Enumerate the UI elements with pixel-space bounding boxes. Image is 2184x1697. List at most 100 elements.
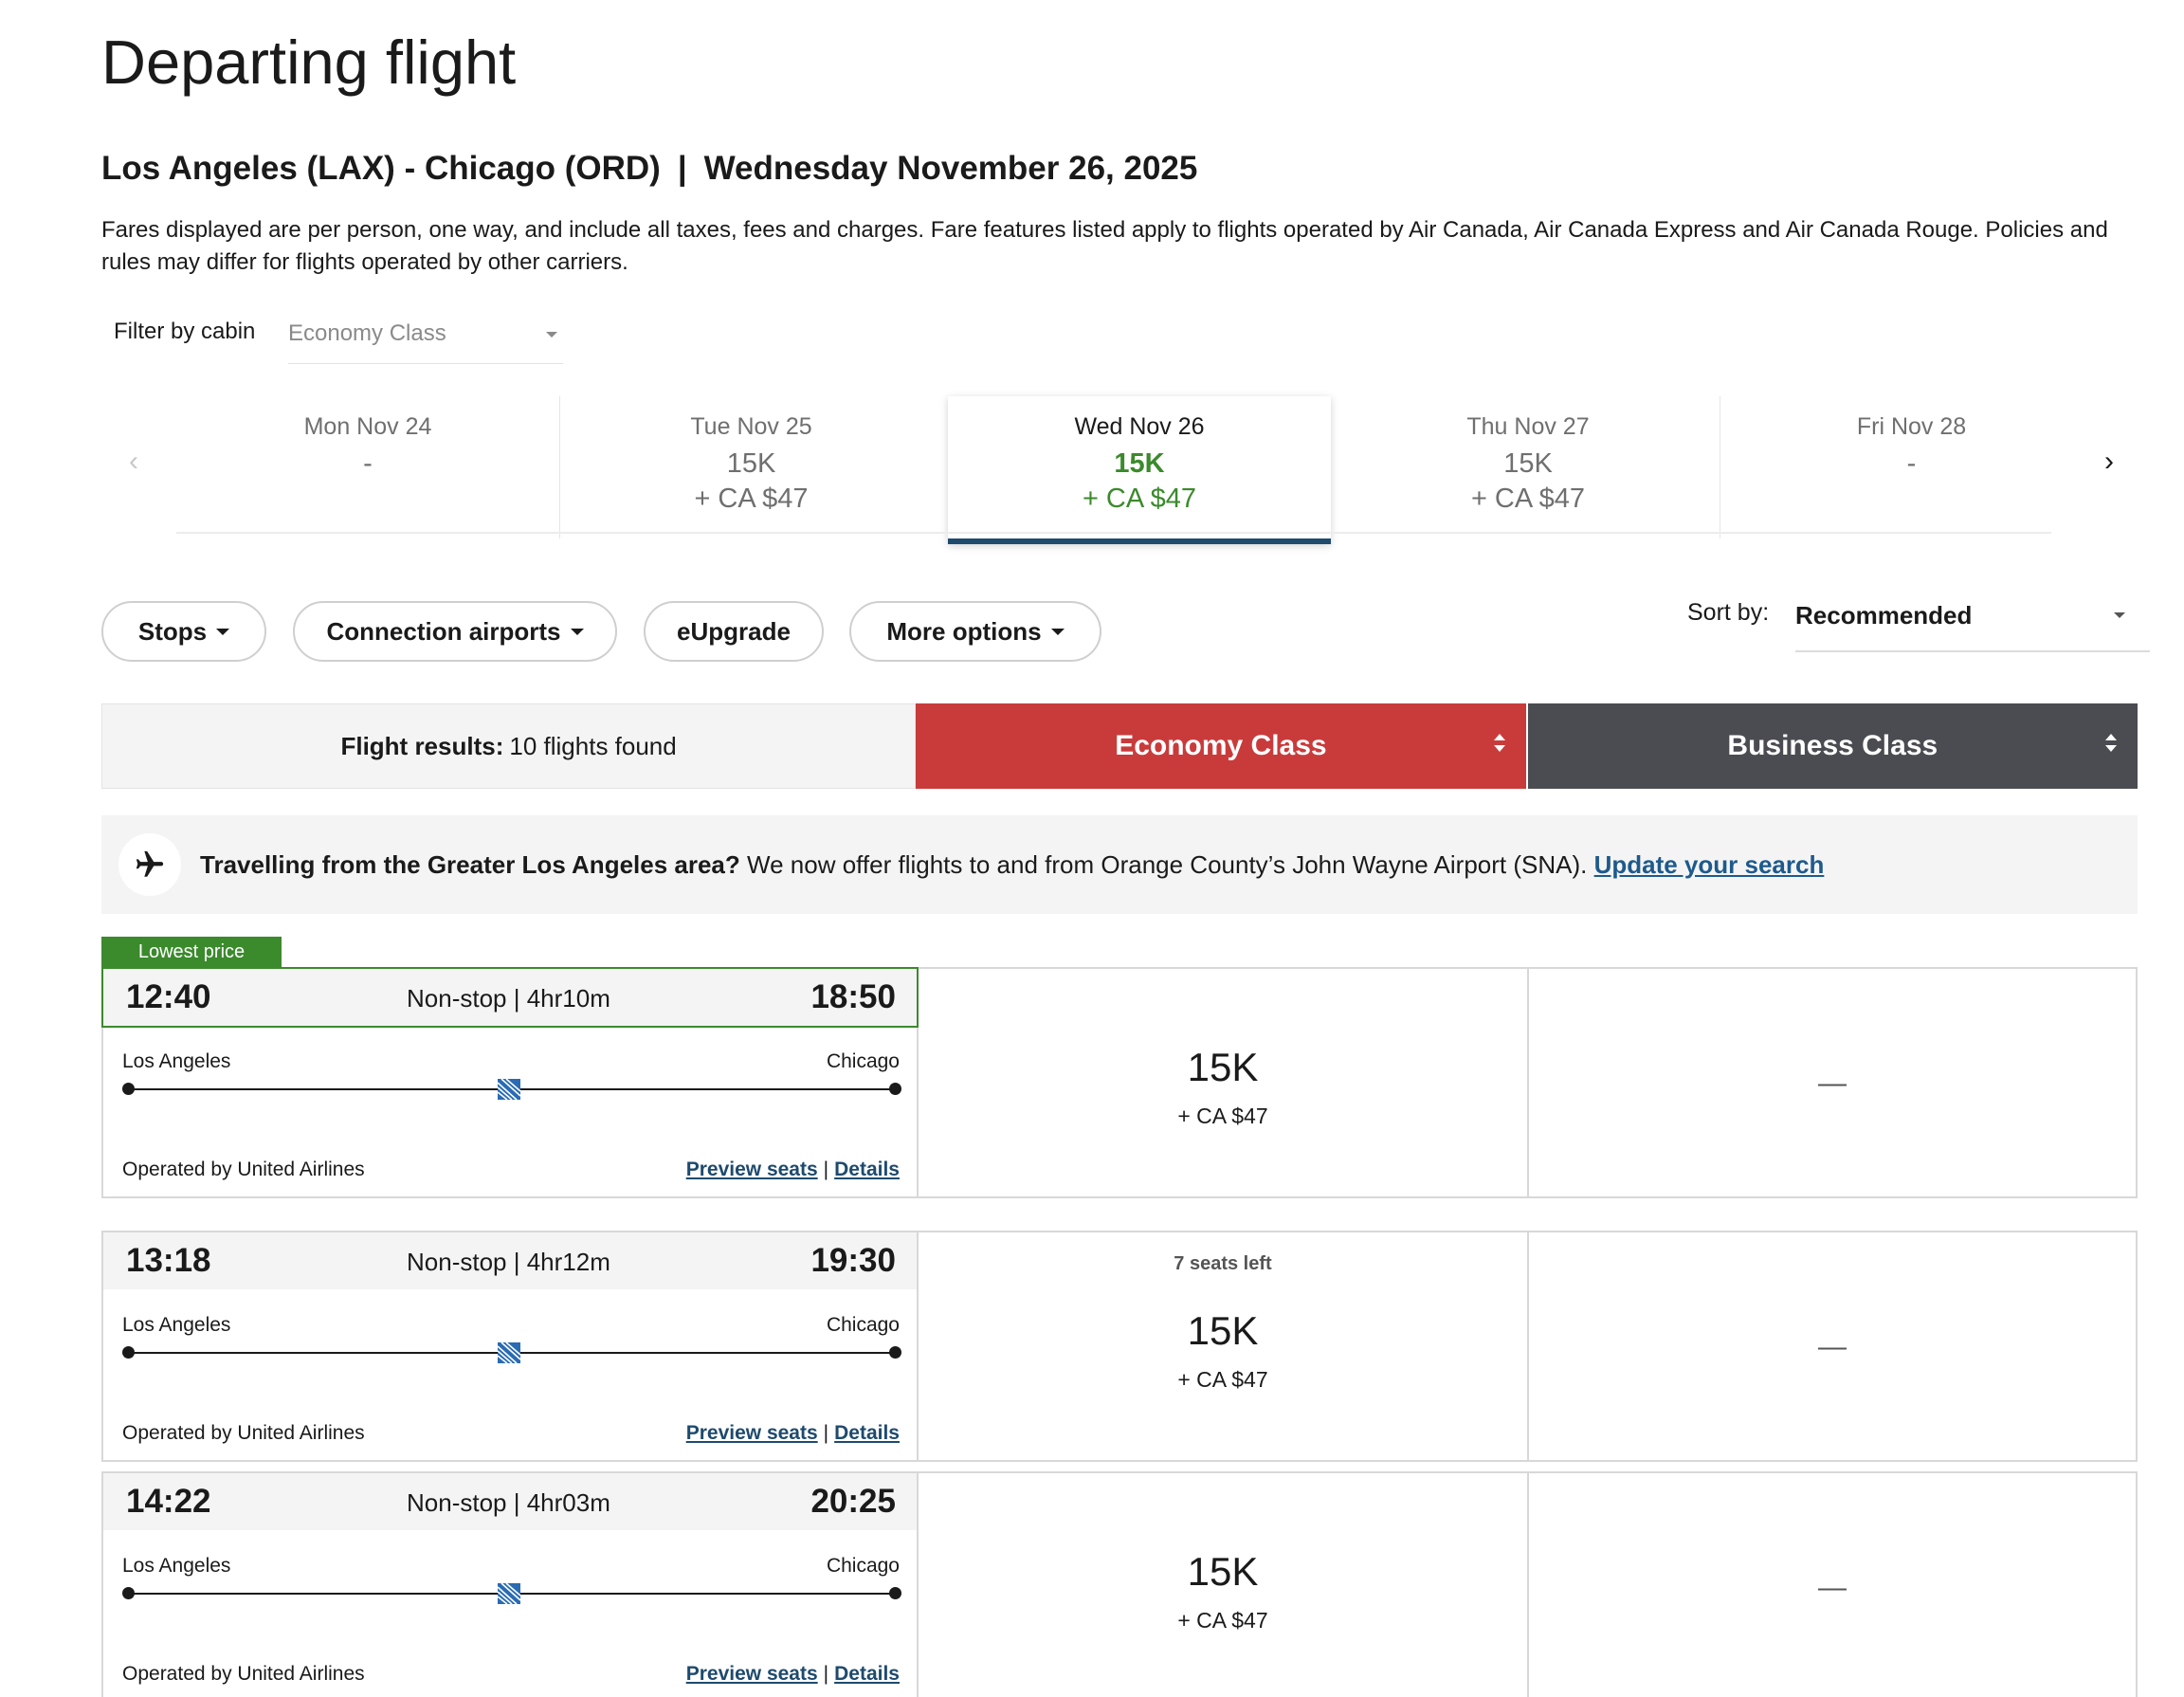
more-options-button[interactable]: More options	[849, 601, 1101, 662]
chevron-right-icon[interactable]: ›	[2104, 446, 2114, 477]
economy-points: 15K	[1187, 1045, 1259, 1089]
economy-class-header[interactable]: Economy Class	[916, 703, 1526, 789]
lowest-price-badge: Lowest price	[101, 937, 282, 967]
date-selector: ‹ Mon Nov 24 - Tue Nov 25 15K + CA $47 W…	[114, 396, 2114, 544]
details-link[interactable]: Details	[834, 1422, 900, 1444]
date-tab-tue-nov-25[interactable]: Tue Nov 25 15K + CA $47	[559, 396, 942, 538]
business-unavailable: —	[1818, 1067, 1847, 1099]
origin-dot	[122, 1083, 135, 1095]
results-count: Flight results: 10 flights found	[101, 703, 917, 789]
date-label: Wed Nov 26	[1074, 413, 1205, 440]
banner-text: Travelling from the Greater Los Angeles …	[200, 850, 1824, 880]
flight-info: 13:18 Non-stop | 4hr12m 19:30 Los Angele…	[103, 1232, 919, 1460]
sort-updown-icon	[2105, 734, 2118, 752]
stops-filter-label: Stops	[137, 616, 208, 646]
flight-links: Preview seats | Details	[685, 1663, 900, 1685]
flight-row[interactable]: 13:18 Non-stop | 4hr12m 19:30 Los Angele…	[101, 1231, 2138, 1462]
eupgrade-filter-button[interactable]: eUpgrade	[644, 601, 824, 662]
date-points: 15K	[726, 448, 776, 479]
date-points: 15K	[1503, 448, 1553, 479]
date-cash: + CA $47	[1470, 484, 1586, 514]
details-link[interactable]: Details	[834, 1663, 900, 1685]
stops-filter-button[interactable]: Stops	[101, 601, 266, 662]
united-airlines-logo-icon	[497, 1078, 521, 1101]
sort-updown-icon	[1493, 734, 1505, 752]
destination-city: Chicago	[826, 1555, 900, 1577]
date-strip-divider	[176, 532, 2051, 534]
date-tab-thu-nov-27[interactable]: Thu Nov 27 15K + CA $47	[1337, 396, 1720, 538]
sna-info-banner: Travelling from the Greater Los Angeles …	[101, 815, 2138, 914]
route-date: Wednesday November 26, 2025	[703, 150, 1198, 187]
sort-select[interactable]: Recommended	[1795, 590, 2150, 652]
business-unavailable: —	[1818, 1572, 1847, 1603]
flight-times-bar: 13:18 Non-stop | 4hr12m 19:30	[103, 1232, 917, 1289]
economy-cash: + CA $47	[1177, 1608, 1268, 1633]
date-label: Mon Nov 24	[303, 413, 432, 440]
flight-row[interactable]: 14:22 Non-stop | 4hr03m 20:25 Los Angele…	[101, 1471, 2138, 1697]
connection-airports-filter-button[interactable]: Connection airports	[293, 601, 617, 662]
route-origin-destination: Los Angeles (LAX) - Chicago (ORD)	[101, 150, 661, 187]
chevron-left-icon[interactable]: ‹	[129, 446, 138, 477]
date-label: Tue Nov 25	[690, 413, 812, 440]
operating-carrier: Operated by United Airlines	[122, 1159, 365, 1180]
economy-points: 15K	[1187, 1308, 1259, 1353]
arrival-time: 20:25	[810, 1483, 896, 1520]
operating-carrier: Operated by United Airlines	[122, 1422, 365, 1444]
caret-down-icon	[2114, 612, 2125, 618]
origin-city: Los Angeles	[122, 1050, 231, 1072]
date-tab-wed-nov-26[interactable]: Wed Nov 26 15K + CA $47	[948, 396, 1331, 544]
business-fare-cell: —	[1529, 969, 2136, 1196]
destination-city: Chicago	[826, 1314, 900, 1336]
flight-links: Preview seats | Details	[685, 1159, 900, 1180]
banner-body-text: We now offer flights to and from Orange …	[747, 849, 1588, 879]
filter-cabin-label: Filter by cabin	[114, 319, 256, 344]
eupgrade-label: eUpgrade	[677, 616, 791, 646]
flight-links: Preview seats | Details	[685, 1422, 900, 1444]
business-unavailable: —	[1818, 1331, 1847, 1362]
caret-down-icon	[216, 628, 230, 635]
route-heading: Los Angeles (LAX) - Chicago (ORD) | Wednes…	[101, 150, 1197, 188]
date-tab-mon-nov-24[interactable]: Mon Nov 24 -	[176, 396, 559, 538]
filter-cabin-value: Economy Class	[288, 320, 446, 346]
date-points: -	[363, 448, 373, 479]
fare-disclaimer: Fares displayed are per person, one way,…	[101, 217, 2108, 275]
origin-city: Los Angeles	[122, 1314, 231, 1336]
preview-seats-link[interactable]: Preview seats	[685, 1663, 818, 1685]
origin-dot	[122, 1587, 135, 1599]
economy-cash: + CA $47	[1177, 1367, 1268, 1392]
origin-city: Los Angeles	[122, 1555, 231, 1577]
business-class-header[interactable]: Business Class	[1527, 703, 2138, 789]
departure-time: 12:40	[126, 978, 211, 1015]
preview-seats-link[interactable]: Preview seats	[685, 1159, 818, 1180]
flight-info: 14:22 Non-stop | 4hr03m 20:25 Los Angele…	[103, 1473, 919, 1697]
business-class-label: Business Class	[1727, 730, 1938, 761]
destination-city: Chicago	[826, 1050, 900, 1072]
arrival-time: 19:30	[810, 1242, 896, 1279]
destination-dot	[889, 1587, 901, 1599]
more-options-label: More options	[886, 616, 1042, 646]
flight-duration: Non-stop | 4hr03m	[407, 1488, 610, 1517]
results-header: Flight results: 10 flights found Economy…	[101, 703, 2138, 789]
flight-duration: Non-stop | 4hr12m	[407, 1248, 610, 1276]
business-fare-cell: —	[1529, 1232, 2136, 1460]
route-separator: |	[677, 150, 687, 187]
update-search-link[interactable]: Update your search	[1593, 849, 1825, 879]
economy-fare-cell[interactable]: 7 seats left 15K + CA $47	[919, 1232, 1529, 1460]
filter-cabin-select[interactable]: Economy Class	[288, 313, 563, 364]
airplane-icon	[118, 833, 181, 896]
economy-fare-cell[interactable]: 15K + CA $47	[919, 969, 1529, 1196]
date-cash: + CA $47	[1082, 484, 1197, 514]
united-airlines-logo-icon	[497, 1582, 521, 1605]
sort-label: Sort by:	[1687, 599, 1770, 626]
results-count-value: 10 flights found	[509, 731, 677, 760]
date-tab-fri-nov-28[interactable]: Fri Nov 28 -	[1720, 396, 2102, 538]
economy-fare-cell[interactable]: 15K + CA $47	[919, 1473, 1529, 1697]
flight-info: 12:40 Non-stop | 4hr10m 18:50 Los Angele…	[101, 967, 919, 1196]
preview-seats-link[interactable]: Preview seats	[685, 1422, 818, 1444]
economy-cash: + CA $47	[1177, 1104, 1268, 1128]
departure-time: 13:18	[126, 1242, 211, 1279]
date-cash: + CA $47	[694, 484, 809, 514]
flight-row[interactable]: 12:40 Non-stop | 4hr10m 18:50 Los Angele…	[101, 967, 2138, 1198]
details-link[interactable]: Details	[834, 1159, 900, 1180]
page-title: Departing flight	[101, 27, 517, 97]
